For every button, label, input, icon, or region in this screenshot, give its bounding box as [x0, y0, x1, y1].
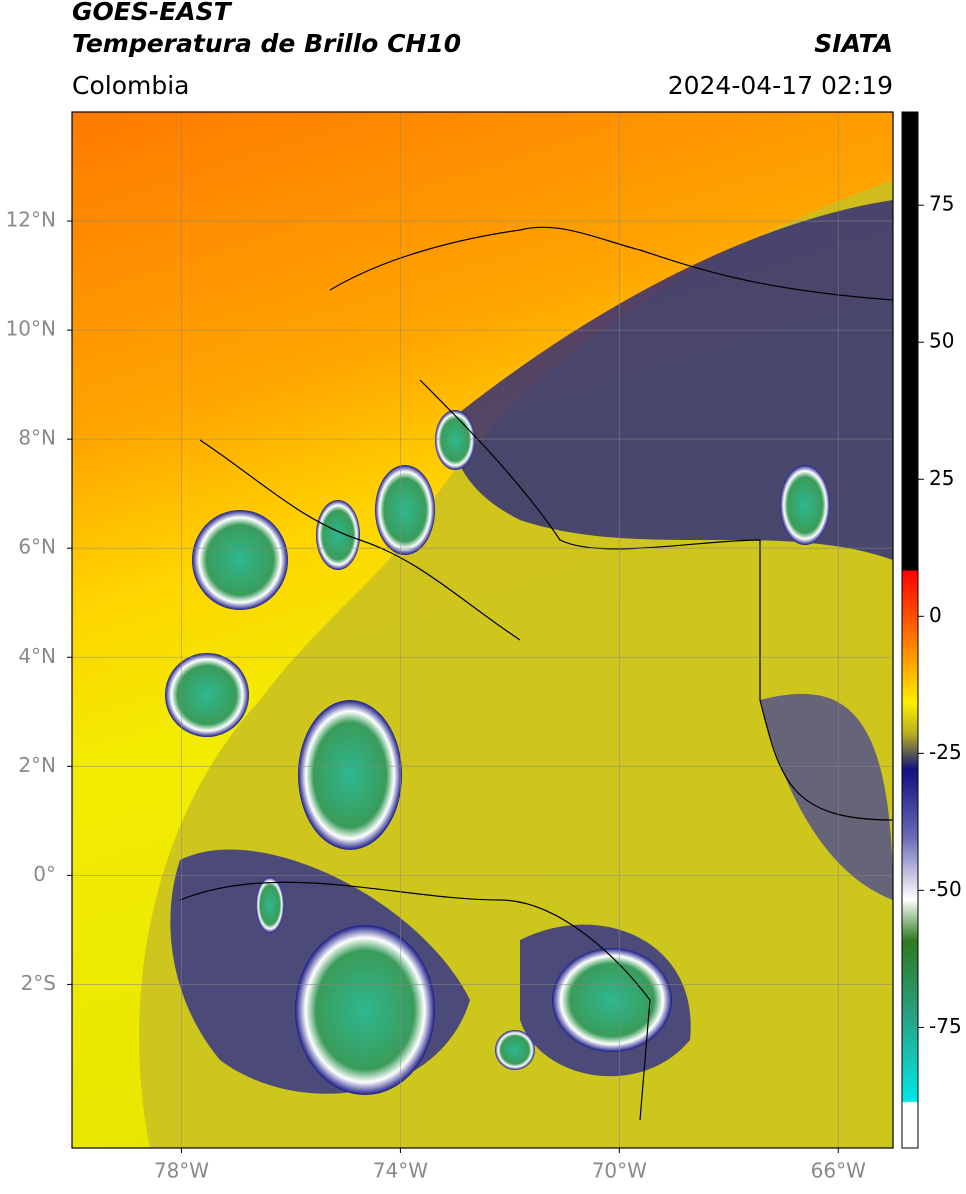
y-tick-label: 6°N [18, 535, 56, 559]
y-tick-label: 2°N [18, 753, 56, 777]
title: GOES-EAST [72, 0, 233, 26]
y-tick-label: 2°S [21, 971, 56, 995]
colorbar-tick-label: -25 [929, 740, 962, 764]
y-tick-label: 10°N [6, 317, 56, 341]
colorbar-tick-label: 75 [929, 192, 954, 216]
satellite-image [72, 112, 893, 1148]
y-tick-label: 12°N [6, 208, 56, 232]
x-tick-label: 74°W [373, 1159, 428, 1183]
y-tick-label: 0° [33, 862, 56, 886]
x-tick-label: 78°W [154, 1159, 209, 1183]
y-tick-label: 8°N [18, 426, 56, 450]
colorbar-tick-label: -50 [929, 877, 962, 901]
colorbar-tick-label: 25 [929, 466, 954, 490]
colorbar-tick-label: 50 [929, 329, 954, 353]
source: SIATA [814, 29, 893, 58]
colorbar-tick-label: 0 [929, 603, 942, 627]
y-tick-label: 4°N [18, 644, 56, 668]
colorbar-tick-label: -75 [929, 1014, 962, 1038]
map-frame [71, 111, 894, 1149]
datetime: 2024-04-17 02:19 [668, 71, 893, 100]
subtitle: Temperatura de Brillo CH10 [72, 29, 461, 58]
region: Colombia [72, 71, 189, 100]
graticule [72, 112, 893, 1148]
colorbar [901, 111, 919, 1149]
x-tick-label: 66°W [811, 1159, 866, 1183]
x-tick-label: 70°W [592, 1159, 647, 1183]
